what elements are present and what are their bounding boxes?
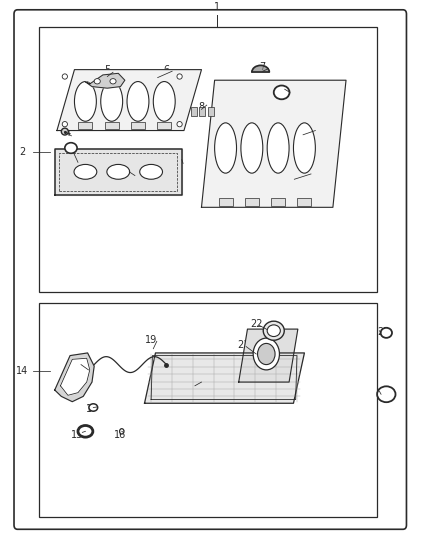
Polygon shape (60, 358, 90, 395)
Ellipse shape (215, 123, 237, 173)
Text: 1: 1 (214, 2, 220, 12)
Ellipse shape (177, 122, 182, 127)
Bar (39, 303, 377, 517)
Text: 4: 4 (65, 128, 71, 138)
Text: 10: 10 (294, 132, 306, 142)
Text: 17: 17 (86, 403, 98, 414)
Ellipse shape (78, 425, 93, 437)
Ellipse shape (101, 82, 123, 122)
Text: 19: 19 (145, 335, 157, 345)
Text: 21: 21 (237, 340, 249, 350)
Bar (208, 107, 214, 116)
Bar (105, 122, 119, 130)
Ellipse shape (120, 429, 124, 434)
Text: 7: 7 (260, 62, 266, 72)
Ellipse shape (127, 82, 149, 122)
Polygon shape (55, 353, 94, 402)
Text: 16: 16 (114, 430, 127, 440)
Ellipse shape (381, 328, 392, 338)
Ellipse shape (253, 338, 279, 370)
Ellipse shape (74, 82, 96, 122)
Text: 23: 23 (377, 327, 389, 337)
Polygon shape (57, 70, 201, 131)
Text: 24: 24 (377, 387, 389, 398)
Ellipse shape (263, 321, 284, 340)
Ellipse shape (177, 74, 182, 79)
Polygon shape (252, 66, 269, 72)
Text: 3: 3 (69, 160, 75, 170)
Text: 5: 5 (104, 64, 110, 75)
Polygon shape (239, 329, 298, 382)
Bar (199, 107, 205, 116)
Bar (157, 122, 171, 130)
Text: 15: 15 (71, 430, 83, 440)
Text: 8: 8 (198, 102, 205, 112)
Text: 9: 9 (284, 86, 290, 96)
Ellipse shape (153, 82, 175, 122)
Bar (219, 198, 233, 206)
Polygon shape (145, 353, 304, 403)
Ellipse shape (267, 123, 289, 173)
Bar (131, 122, 145, 130)
Text: 2: 2 (19, 147, 25, 157)
FancyBboxPatch shape (14, 10, 406, 529)
Ellipse shape (258, 343, 275, 365)
Text: 20: 20 (184, 382, 197, 392)
Text: 6: 6 (163, 64, 170, 75)
Bar (39, 27, 377, 292)
Ellipse shape (293, 123, 315, 173)
Text: 14: 14 (16, 367, 28, 376)
Bar (271, 198, 285, 206)
Ellipse shape (377, 386, 396, 402)
Ellipse shape (274, 85, 290, 99)
Ellipse shape (94, 79, 100, 84)
Text: 22: 22 (250, 319, 262, 329)
Text: 13: 13 (123, 172, 135, 182)
Bar (245, 198, 259, 206)
Polygon shape (55, 149, 182, 195)
Ellipse shape (62, 122, 67, 127)
Ellipse shape (89, 404, 98, 411)
Polygon shape (85, 74, 125, 88)
Ellipse shape (267, 325, 280, 336)
Ellipse shape (110, 79, 116, 84)
Text: 18: 18 (77, 367, 89, 376)
Text: 12: 12 (171, 160, 184, 170)
Bar (297, 198, 311, 206)
Ellipse shape (62, 74, 67, 79)
Bar (191, 107, 197, 116)
Ellipse shape (61, 128, 68, 135)
Polygon shape (201, 80, 346, 207)
Text: 11: 11 (285, 176, 297, 186)
Ellipse shape (241, 123, 263, 173)
Ellipse shape (107, 164, 130, 179)
Ellipse shape (140, 164, 162, 179)
Ellipse shape (74, 164, 97, 179)
Bar (78, 122, 92, 130)
Ellipse shape (65, 143, 77, 154)
